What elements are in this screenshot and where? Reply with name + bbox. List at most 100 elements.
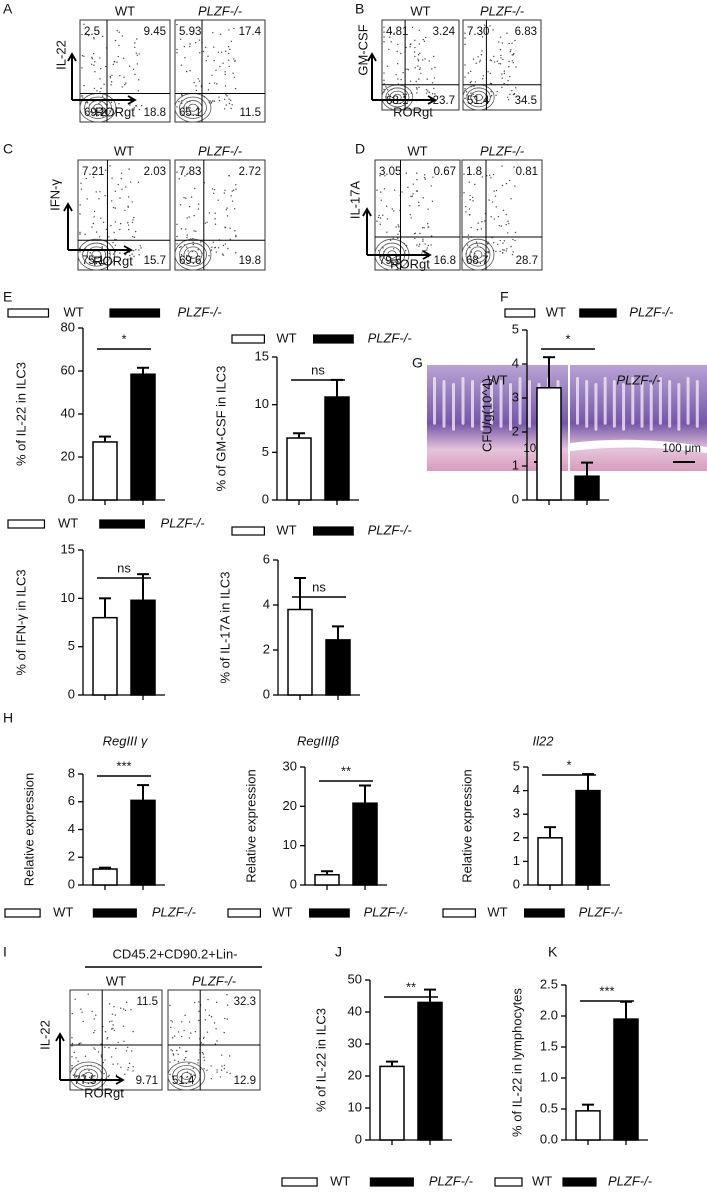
event-dot: [179, 246, 181, 249]
event-dot: [395, 226, 397, 228]
event-dot: [114, 1014, 117, 1016]
event-dot: [79, 231, 81, 234]
crypt: [622, 383, 626, 431]
event-dot: [499, 48, 502, 51]
event-dot: [139, 245, 142, 247]
event-dot: [512, 251, 514, 253]
event-dot: [136, 54, 139, 56]
event-dot: [469, 199, 471, 201]
y-tick-label: 5: [512, 321, 519, 336]
event-dot: [82, 97, 84, 99]
event-dot: [170, 1019, 172, 1022]
quadrant-value: 5.93: [179, 26, 201, 38]
event-dot: [109, 165, 111, 167]
event-dot: [100, 87, 102, 90]
event-dot: [414, 39, 416, 42]
event-dot: [114, 61, 116, 63]
bar: [352, 802, 378, 886]
event-dot: [234, 230, 236, 232]
crypt: [677, 383, 681, 431]
event-dot: [194, 1030, 197, 1033]
event-dot: [134, 73, 136, 76]
event-dot: [87, 993, 89, 995]
event-dot: [98, 236, 101, 238]
event-dot: [140, 247, 142, 249]
event-dot: [99, 57, 101, 59]
event-dot: [223, 98, 226, 101]
event-dot: [481, 176, 484, 178]
contour: [93, 103, 103, 112]
event-dot: [197, 208, 200, 210]
event-dot: [426, 249, 428, 251]
event-dot: [131, 221, 134, 224]
y-axis-label: % of IL-17A in ILC3: [217, 571, 232, 683]
event-dot: [418, 78, 420, 80]
legend-swatch: [231, 334, 266, 344]
chart-title: Il22: [533, 733, 555, 748]
quadrant-value: 12.9: [234, 1075, 256, 1087]
event-dot: [499, 36, 502, 38]
event-dot: [111, 1020, 113, 1022]
event-dot: [189, 45, 191, 48]
event-dot: [169, 1061, 171, 1063]
event-dot: [496, 90, 499, 93]
event-dot: [386, 65, 389, 67]
event-dot: [409, 213, 411, 216]
y-tick-label: 1: [512, 457, 519, 472]
event-dot: [185, 197, 187, 199]
panel-label: A: [3, 1, 13, 17]
event-dot: [78, 1042, 81, 1045]
y-tick-label: 3: [512, 389, 519, 404]
x-axis-label: RORgt: [393, 104, 433, 119]
event-dot: [138, 254, 140, 256]
event-dot: [132, 236, 134, 238]
event-dot: [397, 224, 399, 226]
event-dot: [223, 1064, 226, 1067]
event-dot: [495, 189, 498, 192]
event-dot: [513, 52, 515, 55]
event-dot: [226, 1071, 228, 1073]
event-dot: [117, 1063, 119, 1065]
event-dot: [501, 165, 503, 167]
event-dot: [434, 93, 436, 95]
event-dot: [90, 63, 93, 66]
arrow-head: [367, 52, 377, 62]
event-dot: [133, 236, 136, 239]
quadrant-value: 0.67: [434, 166, 456, 178]
event-dot: [414, 237, 416, 240]
legend-label: WT: [58, 515, 78, 530]
event-dot: [427, 244, 430, 247]
event-dot: [177, 1053, 179, 1055]
event-dot: [195, 85, 197, 87]
quadrant-value: 68.7: [466, 255, 488, 267]
crypt: [686, 377, 690, 425]
event-dot: [94, 61, 96, 63]
event-dot: [132, 1065, 134, 1068]
significance: **: [341, 763, 351, 778]
event-dot: [508, 66, 510, 68]
event-dot: [117, 1041, 119, 1044]
contour: [179, 242, 207, 267]
legend-label: PLZF-/-: [152, 904, 197, 919]
event-dot: [498, 41, 500, 43]
event-dot: [432, 176, 434, 178]
event-dot: [490, 83, 493, 85]
legend-label: WT: [532, 1173, 552, 1188]
crypt: [695, 380, 699, 428]
event-dot: [383, 83, 385, 85]
quadrant-value: 28.7: [516, 255, 538, 267]
event-dot: [109, 110, 111, 112]
event-dot: [481, 221, 483, 223]
event-dot: [128, 1062, 131, 1065]
event-dot: [110, 84, 112, 86]
event-dot: [488, 174, 491, 176]
event-dot: [424, 249, 426, 252]
event-dot: [432, 55, 435, 58]
event-dot: [178, 178, 180, 180]
contour: [167, 1061, 206, 1091]
event-dot: [430, 185, 432, 187]
event-dot: [487, 250, 489, 253]
event-dot: [86, 102, 89, 104]
event-dot: [469, 70, 472, 73]
